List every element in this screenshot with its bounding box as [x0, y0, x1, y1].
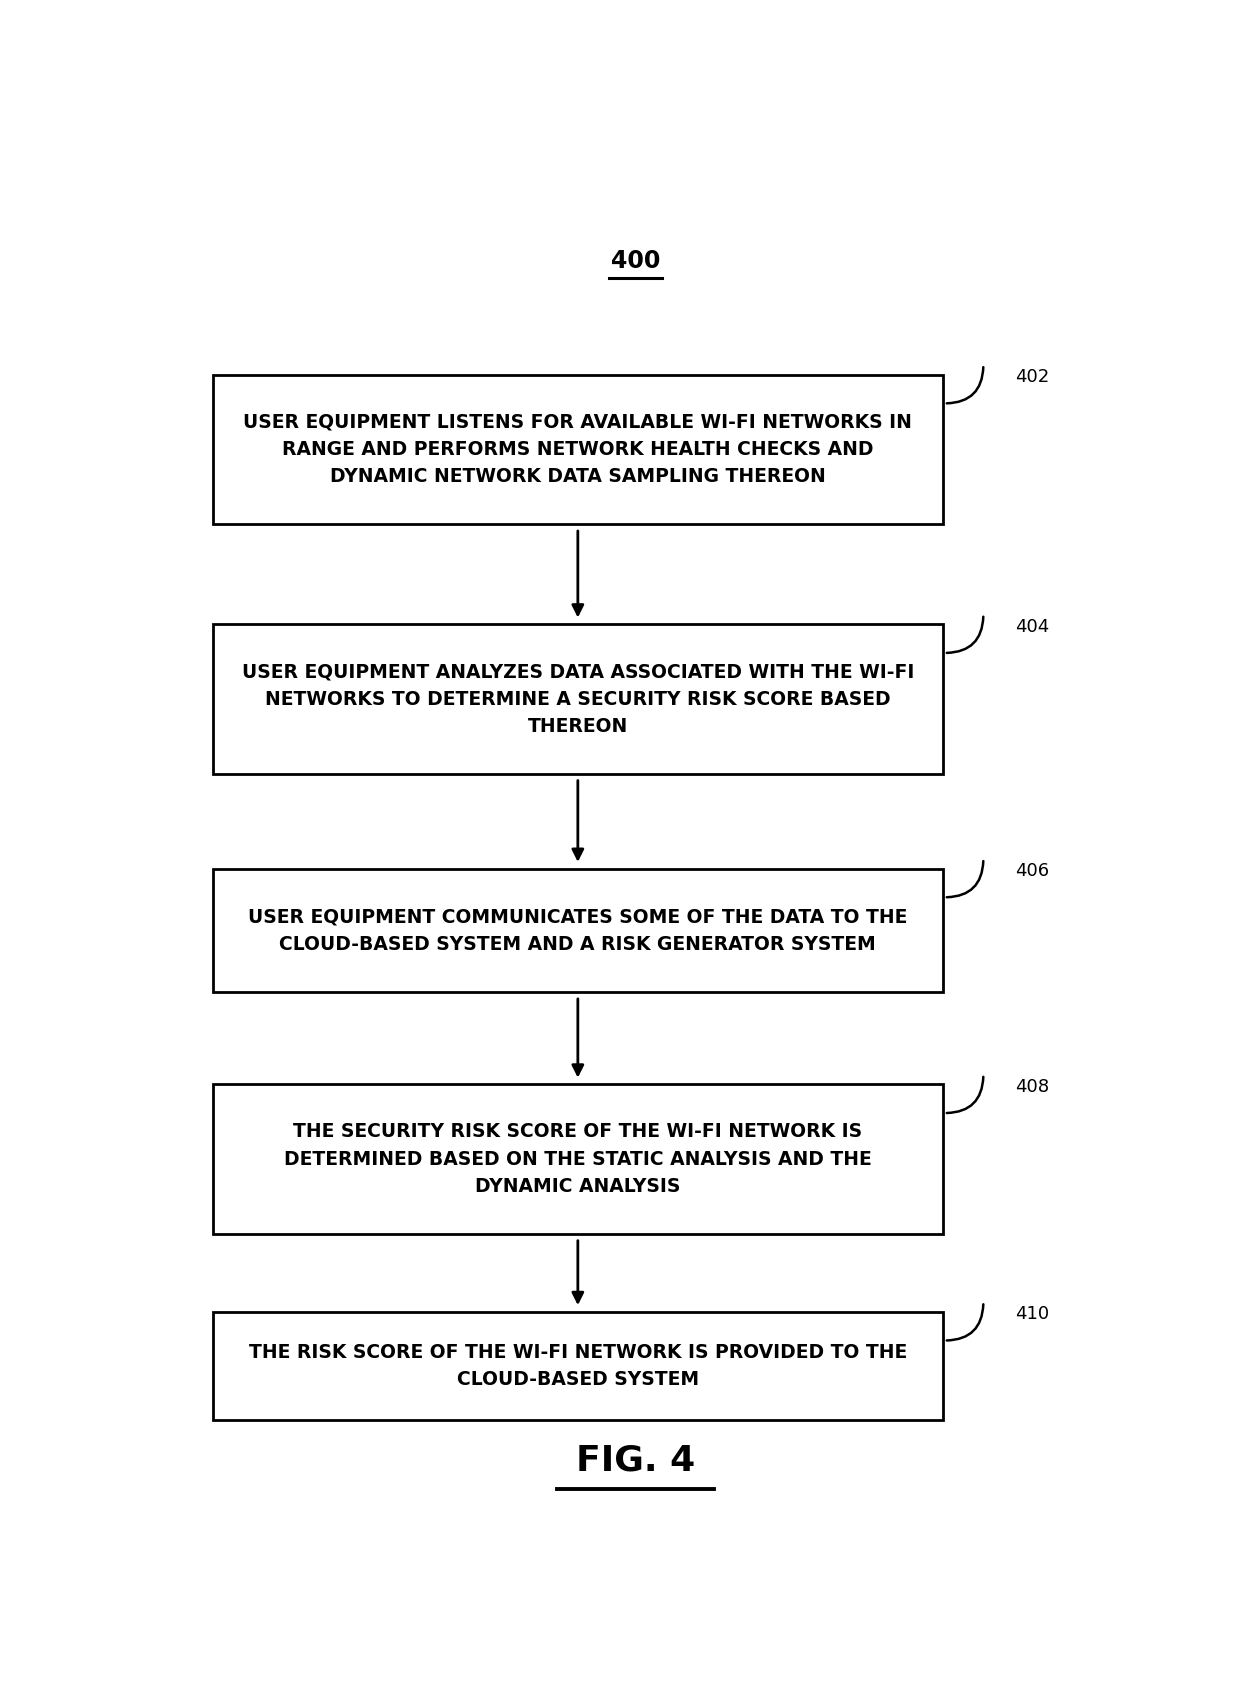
Text: 406: 406	[1016, 863, 1049, 879]
Text: FIG. 4: FIG. 4	[575, 1443, 696, 1477]
FancyBboxPatch shape	[213, 625, 944, 773]
Text: THE RISK SCORE OF THE WI-FI NETWORK IS PROVIDED TO THE
CLOUD-BASED SYSTEM: THE RISK SCORE OF THE WI-FI NETWORK IS P…	[249, 1342, 906, 1389]
FancyBboxPatch shape	[213, 1312, 944, 1420]
FancyBboxPatch shape	[213, 375, 944, 525]
Text: 404: 404	[1016, 618, 1049, 636]
Text: 408: 408	[1016, 1079, 1049, 1096]
FancyBboxPatch shape	[213, 1084, 944, 1234]
Text: 410: 410	[1016, 1305, 1049, 1323]
Text: 402: 402	[1016, 368, 1049, 387]
Text: 400: 400	[611, 250, 660, 273]
Text: USER EQUIPMENT LISTENS FOR AVAILABLE WI-FI NETWORKS IN
RANGE AND PERFORMS NETWOR: USER EQUIPMENT LISTENS FOR AVAILABLE WI-…	[243, 414, 913, 486]
Text: USER EQUIPMENT COMMUNICATES SOME OF THE DATA TO THE
CLOUD-BASED SYSTEM AND A RIS: USER EQUIPMENT COMMUNICATES SOME OF THE …	[248, 908, 908, 954]
Text: THE SECURITY RISK SCORE OF THE WI-FI NETWORK IS
DETERMINED BASED ON THE STATIC A: THE SECURITY RISK SCORE OF THE WI-FI NET…	[284, 1123, 872, 1195]
FancyBboxPatch shape	[213, 869, 944, 993]
Text: USER EQUIPMENT ANALYZES DATA ASSOCIATED WITH THE WI-FI
NETWORKS TO DETERMINE A S: USER EQUIPMENT ANALYZES DATA ASSOCIATED …	[242, 662, 914, 736]
